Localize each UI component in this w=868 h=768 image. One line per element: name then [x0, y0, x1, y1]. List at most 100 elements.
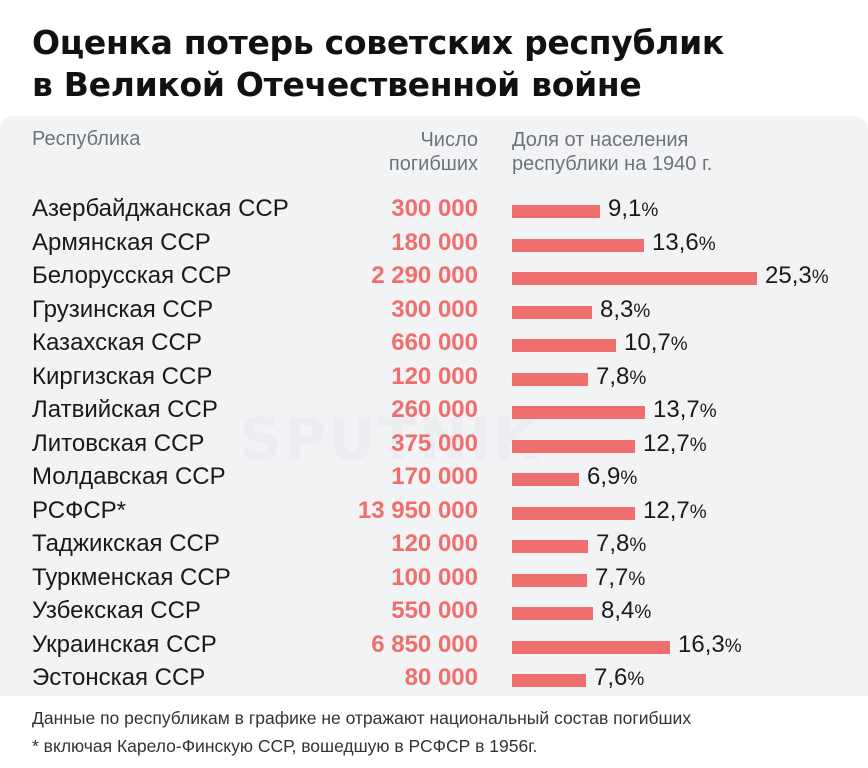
republic-label: Таджикская ССР — [32, 530, 220, 557]
republic-label: Грузинская ССР — [32, 295, 214, 323]
republic-label: Латвийская ССР — [32, 396, 218, 423]
share-bar — [512, 305, 592, 319]
deaths-value: 300 000 — [391, 195, 478, 222]
percent-sign: % — [698, 233, 716, 255]
share-bar — [512, 272, 757, 285]
republic-label: Эстонская ССР — [32, 664, 206, 691]
percent-sign: % — [627, 669, 645, 690]
share-value: 7,8 — [596, 530, 630, 557]
column-header-deaths-line-1: Число — [420, 129, 478, 151]
percent-sign: % — [811, 267, 829, 288]
deaths-value: 180 000 — [391, 228, 478, 256]
share-value-label: 6,9% — [587, 463, 637, 491]
share-bar — [512, 573, 587, 587]
share-value: 7,7 — [595, 563, 629, 591]
share-value-label: 8,3% — [600, 296, 650, 324]
republic-label: Литовская ССР — [32, 429, 205, 457]
deaths-value: 260 000 — [391, 396, 478, 423]
republic-label: Узбекская ССР — [32, 597, 201, 624]
page-title: Оценка потерь советских республик в Вели… — [32, 22, 852, 106]
share-value-label: 16,3% — [678, 631, 742, 659]
share-value-label: 12,7% — [643, 497, 707, 525]
share-value-label: 13,7% — [653, 396, 717, 424]
chart-row: Узбекская ССР 550 000 8,4% — [0, 594, 868, 628]
share-value-label: 7,8% — [596, 530, 646, 558]
footnote-line-2: * включая Карело-Финскую ССР, вошедшую в… — [32, 736, 538, 756]
column-header-share: Доля от населения республики на 1940 г. — [512, 128, 812, 176]
deaths-value: 300 000 — [391, 295, 478, 323]
deaths-value: 660 000 — [391, 329, 478, 356]
share-value-label: 10,7% — [624, 329, 688, 357]
deaths-value: 80 000 — [404, 664, 478, 691]
percent-sign: % — [628, 568, 646, 590]
share-value: 13,6 — [652, 228, 699, 256]
footnote-line-1: Данные по республикам в графике не отраж… — [32, 708, 692, 728]
share-value: 13,7 — [653, 396, 700, 423]
chart-row: Литовская ССР 375 000 12,7% — [0, 427, 868, 461]
column-header-share-line-1: Доля от населения — [512, 129, 689, 151]
chart-row: Таджикская ССР 120 000 7,8% — [0, 527, 868, 561]
republic-label: Белорусская ССР — [32, 262, 232, 289]
percent-sign: % — [724, 635, 742, 657]
column-header-republic: Республика — [32, 128, 141, 150]
deaths-value: 100 000 — [391, 563, 478, 591]
share-bar — [512, 406, 645, 419]
share-bar — [512, 473, 579, 486]
chart-row: РСФСР* 13 950 000 12,7% — [0, 494, 868, 528]
share-value: 12,7 — [643, 496, 690, 524]
share-value-label: 8,4% — [601, 597, 651, 625]
share-bar — [512, 607, 593, 620]
column-header-deaths-line-2: погибших — [388, 153, 478, 175]
deaths-value: 2 290 000 — [371, 262, 478, 289]
percent-sign: % — [629, 367, 647, 389]
share-bar — [512, 674, 586, 687]
chart-row: Туркменская ССР 100 000 7,7% — [0, 561, 868, 595]
share-value: 25,3 — [765, 262, 812, 289]
percent-sign: % — [689, 434, 707, 456]
percent-sign: % — [670, 334, 688, 355]
republic-label: Молдавская ССР — [32, 463, 226, 490]
share-bar — [512, 238, 644, 252]
deaths-value: 120 000 — [391, 362, 478, 390]
deaths-value: 13 950 000 — [357, 496, 478, 524]
share-value: 10,7 — [624, 329, 671, 356]
share-value: 7,6 — [594, 664, 628, 691]
deaths-value: 375 000 — [391, 429, 478, 457]
percent-sign: % — [699, 401, 717, 422]
chart-row: Молдавская ССР 170 000 6,9% — [0, 460, 868, 494]
chart-row: Азербайджанская ССР 300 000 9,1% — [0, 192, 868, 226]
republic-label: Туркменская ССР — [32, 563, 231, 591]
share-value-label: 9,1% — [608, 195, 658, 223]
share-bar — [512, 205, 600, 218]
share-value-label: 7,8% — [596, 363, 646, 391]
deaths-value: 550 000 — [391, 597, 478, 624]
chart-row: Казахская ССР 660 000 10,7% — [0, 326, 868, 360]
table-header: Республика Число погибших Доля от населе… — [0, 116, 868, 190]
deaths-value: 6 850 000 — [371, 630, 478, 658]
column-header-deaths: Число погибших — [318, 128, 478, 176]
share-value: 8,4 — [601, 597, 635, 624]
chart-row: Киргизская ССР 120 000 7,8% — [0, 360, 868, 394]
deaths-value: 120 000 — [391, 530, 478, 557]
share-value-label: 13,6% — [652, 229, 716, 257]
share-value: 7,8 — [596, 362, 630, 390]
percent-sign: % — [629, 535, 647, 556]
percent-sign: % — [634, 602, 652, 623]
share-value: 16,3 — [678, 630, 725, 658]
chart-row: Украинская ССР 6 850 000 16,3% — [0, 628, 868, 662]
share-value: 6,9 — [587, 463, 621, 490]
chart-row: Эстонская ССР 80 000 7,6% — [0, 661, 868, 695]
republic-label: Казахская ССР — [32, 329, 202, 356]
republic-label: Армянская ССР — [32, 228, 211, 256]
chart-row: Латвийская ССР 260 000 13,7% — [0, 393, 868, 427]
column-header-share-line-2: республики на 1940 г. — [512, 153, 713, 175]
chart-row: Грузинская ССР 300 000 8,3% — [0, 293, 868, 327]
republic-label: Украинская ССР — [32, 630, 217, 658]
table-panel — [0, 116, 868, 696]
chart-rows: Азербайджанская ССР 300 000 9,1% Армянская … — [0, 192, 868, 695]
share-value: 12,7 — [643, 429, 690, 457]
percent-sign: % — [641, 200, 659, 221]
title-line-1: Оценка потерь советских республик — [32, 23, 724, 62]
share-value-label: 25,3% — [765, 262, 829, 290]
percent-sign: % — [620, 468, 638, 489]
